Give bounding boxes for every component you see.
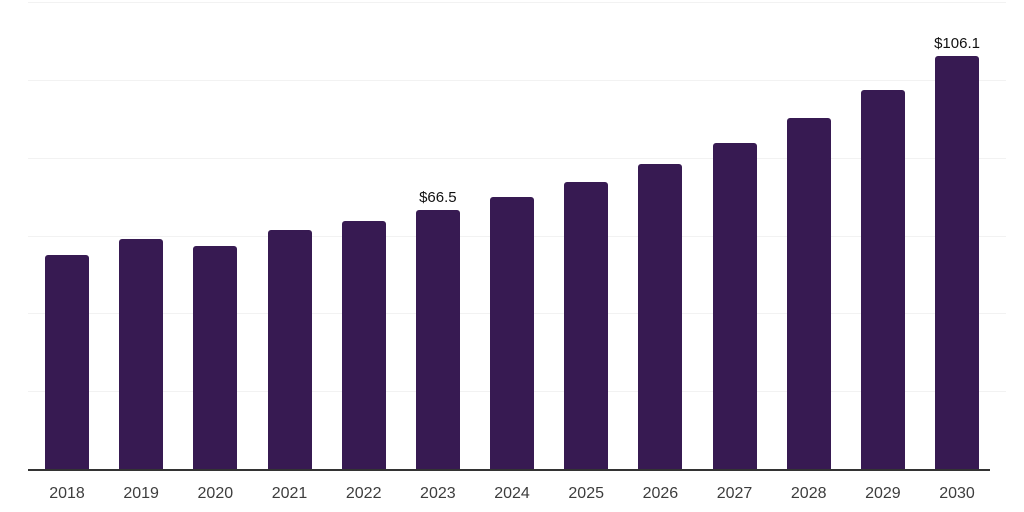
x-axis-line xyxy=(28,469,990,471)
bar-2022 xyxy=(342,221,386,469)
bar-2018 xyxy=(45,255,89,469)
bar-2029 xyxy=(861,89,905,469)
bar-2026 xyxy=(638,163,682,469)
gridline-80 xyxy=(28,157,1006,159)
bar-2023 xyxy=(416,210,460,469)
bar-2028 xyxy=(787,118,831,469)
x-axis-label-2023: 2023 xyxy=(420,485,456,502)
x-axis-label-2021: 2021 xyxy=(271,485,308,502)
x-axis-label-2022: 2022 xyxy=(345,485,382,502)
x-axis-label-2027: 2027 xyxy=(716,485,753,502)
x-axis-label-2025: 2025 xyxy=(568,485,604,502)
x-axis-label-2026: 2026 xyxy=(642,485,679,502)
bar-2021 xyxy=(268,230,312,469)
gridline-100 xyxy=(28,79,1006,81)
x-axis-label-2029: 2029 xyxy=(865,485,901,502)
x-axis-label-2028: 2028 xyxy=(790,485,827,502)
x-axis-label-2030: 2030 xyxy=(939,485,975,502)
bar-value-label-2030: $106.1 xyxy=(934,35,980,53)
bar-2027 xyxy=(713,142,757,469)
x-axis-label-2018: 2018 xyxy=(49,485,85,502)
bar-2025 xyxy=(564,181,608,469)
bar-2030 xyxy=(935,56,979,469)
x-axis-label-2024: 2024 xyxy=(494,485,530,502)
gridline-120 xyxy=(28,2,1006,3)
bar-2019 xyxy=(119,239,163,469)
bar-2020 xyxy=(193,245,237,469)
x-axis-label-2020: 2020 xyxy=(197,485,234,502)
x-axis-label-2019: 2019 xyxy=(123,485,159,502)
bar-value-label-2023: $66.5 xyxy=(419,189,457,207)
bar-2024 xyxy=(490,196,534,469)
